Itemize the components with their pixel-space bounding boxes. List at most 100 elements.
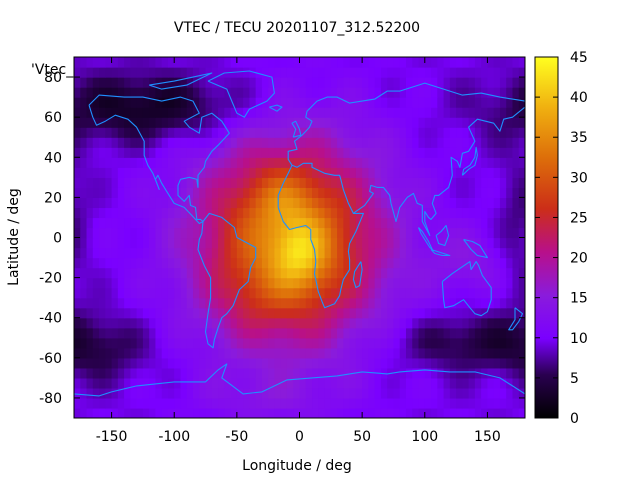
heatmap-cell [343, 397, 351, 409]
heatmap-cell [299, 97, 307, 108]
heatmap-cell [512, 137, 520, 148]
heatmap-cell [506, 267, 514, 279]
heatmap-cell [437, 77, 445, 88]
heatmap-cell [349, 277, 357, 289]
heatmap-cell [174, 367, 182, 379]
heatmap-cell [393, 67, 401, 78]
heatmap-cell [274, 297, 282, 309]
heatmap-cell [117, 257, 125, 269]
heatmap-cell [180, 57, 188, 68]
heatmap-cell [318, 327, 326, 339]
heatmap-cell [481, 277, 489, 289]
heatmap-cell [456, 87, 463, 98]
heatmap-cell [293, 327, 301, 339]
heatmap-cell [218, 387, 225, 399]
heatmap-cell [330, 217, 338, 229]
heatmap-cell [337, 277, 344, 289]
heatmap-cell [224, 317, 232, 329]
heatmap-cell [268, 267, 276, 279]
heatmap-cell [481, 237, 489, 249]
heatmap-cell [387, 157, 395, 168]
heatmap-cell [130, 127, 138, 138]
heatmap-cell [493, 167, 501, 178]
heatmap-cell [224, 237, 232, 249]
heatmap-cell [493, 187, 501, 198]
heatmap-cell [92, 317, 100, 329]
heatmap-cell [243, 157, 250, 168]
heatmap-cell [130, 337, 138, 349]
heatmap-cell [268, 397, 276, 409]
heatmap-cell [412, 77, 420, 88]
heatmap-cell [249, 287, 257, 299]
heatmap-cell [443, 277, 451, 289]
heatmap-cell [437, 397, 445, 409]
heatmap-cell [142, 227, 150, 239]
heatmap-cell [330, 317, 338, 329]
heatmap-cell [105, 77, 113, 88]
heatmap-cell [393, 387, 401, 399]
heatmap-cell [318, 187, 326, 198]
heatmap-cell [343, 287, 351, 299]
heatmap-cell [424, 327, 432, 339]
heatmap-cell [74, 187, 81, 198]
heatmap-cell [380, 357, 388, 369]
heatmap-cell [105, 87, 113, 98]
heatmap-cell [474, 297, 482, 309]
colorbar-tick-label: 0 [570, 411, 579, 427]
heatmap-cell [456, 127, 463, 138]
heatmap-cell [387, 297, 395, 309]
heatmap-cell [211, 177, 219, 188]
heatmap-cell [299, 87, 307, 98]
heatmap-cell [199, 187, 207, 198]
heatmap-cell [481, 127, 489, 138]
heatmap-cell [199, 277, 207, 289]
heatmap-cell [380, 327, 388, 339]
heatmap-cell [99, 407, 106, 418]
heatmap-cell [374, 227, 382, 239]
heatmap-cell [161, 147, 169, 158]
heatmap-cell [462, 187, 470, 198]
heatmap-cell [518, 297, 525, 309]
heatmap-cell [405, 137, 413, 148]
heatmap-cell [117, 357, 125, 369]
heatmap-cell [293, 147, 301, 158]
heatmap-cell [236, 367, 244, 379]
heatmap-cell [274, 267, 282, 279]
heatmap-cell [124, 287, 131, 299]
heatmap-cell [205, 77, 213, 88]
heatmap-cell [105, 157, 113, 168]
heatmap-cell [293, 87, 301, 98]
heatmap-cell [186, 107, 194, 118]
heatmap-cell [186, 97, 194, 108]
heatmap-cell [74, 297, 81, 309]
y-axis-label: Latitude / deg [6, 188, 22, 286]
heatmap-cell [468, 247, 476, 259]
heatmap-cell [512, 317, 520, 329]
heatmap-cell [261, 297, 269, 309]
heatmap-cell [380, 377, 388, 389]
heatmap-cell [117, 97, 125, 108]
heatmap-cell [399, 97, 407, 108]
heatmap-cell [130, 357, 138, 369]
heatmap-cell [186, 87, 194, 98]
heatmap-cell [468, 277, 476, 289]
heatmap-cell [299, 77, 307, 88]
heatmap-cell [124, 317, 131, 329]
heatmap-cell [230, 177, 238, 188]
heatmap-cell [261, 107, 269, 118]
coastline-overlay [74, 70, 525, 397]
heatmap-cell [205, 287, 213, 299]
heatmap-cell [236, 287, 244, 299]
heatmap-cell [142, 327, 150, 339]
heatmap-cell [412, 97, 420, 108]
heatmap-cell [368, 387, 376, 399]
heatmap-cell [393, 207, 401, 219]
heatmap-cell [124, 227, 131, 239]
heatmap-cell [268, 247, 276, 259]
heatmap-cell [86, 337, 94, 349]
heatmap-cell [174, 127, 182, 138]
heatmap-cell [405, 187, 413, 198]
heatmap-cell [180, 327, 188, 339]
heatmap-cell [418, 167, 426, 178]
heatmap-cell [468, 377, 476, 389]
